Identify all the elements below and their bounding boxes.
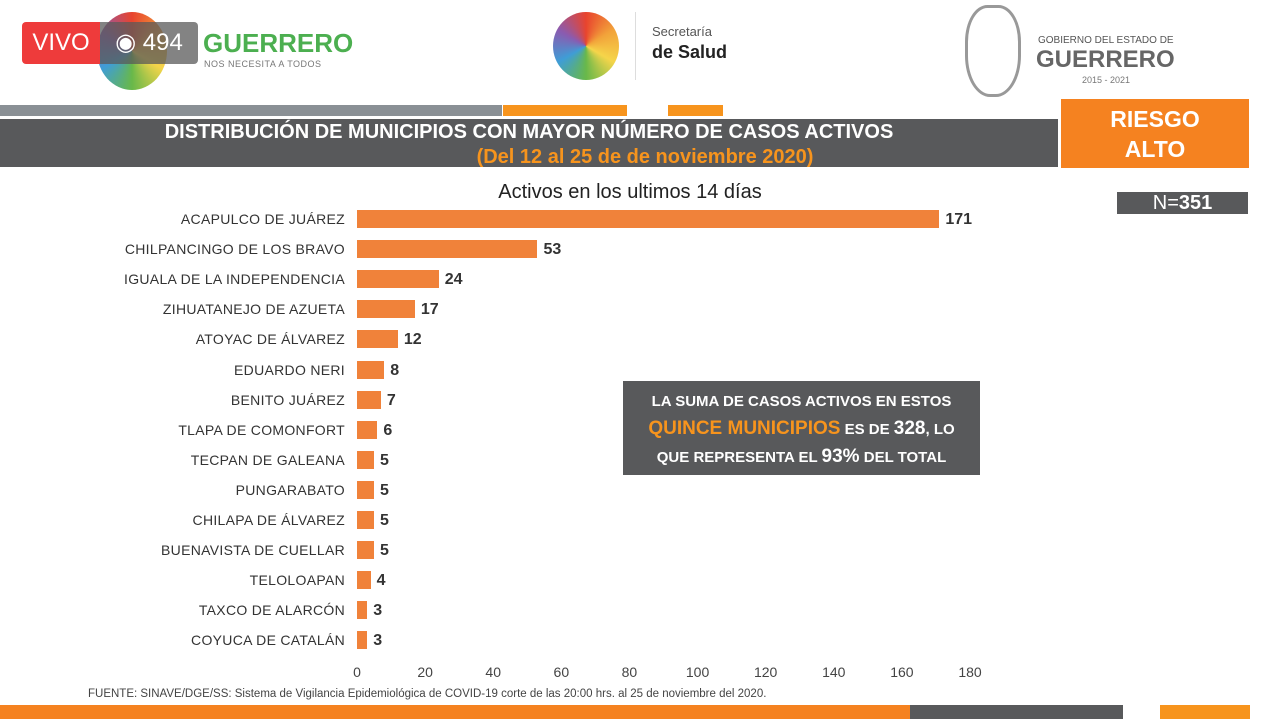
data-label: 171 xyxy=(945,211,973,228)
summary-highlight: QUINCE MUNICIPIOS xyxy=(648,418,841,439)
gobierno-years: 2015 - 2021 xyxy=(1082,75,1131,85)
viewer-count-value: 494 xyxy=(142,29,183,56)
summary-line2: QUINCE MUNICIPIOS ES DE 328, LO xyxy=(623,415,980,443)
bar xyxy=(357,270,439,289)
summary-text: QUE REPRESENTA EL xyxy=(656,449,822,466)
gobierno-guerrero: GUERRERO xyxy=(1036,46,1175,73)
summary-line1: LA SUMA DE CASOS ACTIVOS EN ESTOS xyxy=(651,393,952,410)
data-label: 5 xyxy=(380,542,389,560)
category-label: IGUALA DE LA INDEPENDENCIA xyxy=(124,271,345,288)
data-label: 5 xyxy=(380,451,389,469)
category-label: PUNGARABATO xyxy=(235,481,345,498)
x-tick-label: 40 xyxy=(485,664,502,680)
x-tick-label: 0 xyxy=(353,664,361,680)
x-tick-label: 120 xyxy=(753,664,778,680)
category-label: EDUARDO NERI xyxy=(234,361,345,378)
summary-box: LA SUMA DE CASOS ACTIVOS EN ESTOS QUINCE… xyxy=(623,381,980,475)
bar xyxy=(357,420,378,439)
bar xyxy=(357,511,375,529)
page-title: DISTRIBUCIÓN DE MUNICIPIOS CON MAYOR NÚM… xyxy=(164,121,894,143)
decor-bar xyxy=(668,105,723,116)
eye-icon: ◉ xyxy=(115,29,143,56)
risk-badge: RIESGO ALTO xyxy=(1061,99,1249,168)
decor-bar xyxy=(0,105,502,116)
bar xyxy=(357,601,368,620)
chart-title: Activos en los ultimos 14 días xyxy=(498,181,762,203)
title-bar xyxy=(0,119,1058,167)
viewer-count: ◉ 494 xyxy=(100,22,198,64)
category-label: BENITO JUÁREZ xyxy=(230,391,345,408)
bar xyxy=(357,240,538,259)
secretaria-text: Secretaría xyxy=(652,24,712,39)
category-label: TLAPA DE COMONFORT xyxy=(178,421,345,438)
category-label: CHILAPA DE ÁLVAREZ xyxy=(192,512,345,528)
category-label: TECPAN DE GALEANA xyxy=(190,451,345,468)
category-label: COYUCA DE CATALÁN xyxy=(191,632,345,649)
data-label: 7 xyxy=(386,391,396,409)
x-tick-label: 20 xyxy=(417,664,433,680)
category-label: CHILPANCINGO DE LOS BRAVO xyxy=(124,241,345,258)
divider xyxy=(635,12,636,80)
bar xyxy=(357,330,398,349)
summary-text: ES DE xyxy=(840,421,894,438)
x-tick-label: 100 xyxy=(685,664,710,680)
n-prefix: N= xyxy=(1152,192,1179,214)
category-label: BUENAVISTA DE CUELLAR xyxy=(161,542,345,559)
risk-line2: ALTO xyxy=(1124,136,1186,162)
bar xyxy=(357,210,940,228)
risk-line1: RIESGO xyxy=(1110,106,1200,132)
salud-text: de Salud xyxy=(652,42,728,62)
data-label: 6 xyxy=(383,421,393,439)
brand-name: GUERRERO xyxy=(203,28,354,58)
decor-bar xyxy=(0,705,910,719)
gobierno-text: GOBIERNO DEL ESTADO DE xyxy=(1038,35,1174,46)
data-label: 12 xyxy=(403,331,422,349)
data-label: 17 xyxy=(420,301,439,319)
category-label: TAXCO DE ALARCÓN xyxy=(198,602,345,619)
summary-percent: 93% xyxy=(821,446,860,467)
page-subtitle: (Del 12 al 25 de de noviembre 2020) xyxy=(476,146,814,168)
x-tick-label: 80 xyxy=(621,664,638,680)
bar xyxy=(357,571,371,590)
data-label: 3 xyxy=(373,632,383,650)
data-label: 24 xyxy=(444,271,463,289)
x-tick-label: 140 xyxy=(822,664,846,680)
category-label: ATOYAC DE ÁLVAREZ xyxy=(195,331,345,348)
data-label: 4 xyxy=(376,572,386,590)
bar xyxy=(357,541,375,560)
state-seal-icon xyxy=(965,5,1021,97)
bar xyxy=(357,480,375,499)
category-label: TELOLOAPAN xyxy=(249,572,345,589)
data-label: 3 xyxy=(373,602,383,620)
decor-bar xyxy=(910,705,1123,719)
data-label: 5 xyxy=(380,512,389,529)
n-badge: N=351 xyxy=(1117,192,1248,214)
decor-bar xyxy=(503,105,627,116)
data-label: 8 xyxy=(390,361,400,379)
data-label: 53 xyxy=(543,241,562,259)
x-tick-label: 160 xyxy=(890,664,914,680)
category-label: ZIHUATANEJO DE AZUETA xyxy=(162,301,345,318)
salud-logo xyxy=(553,12,619,80)
bar xyxy=(357,360,385,379)
bar xyxy=(357,390,381,409)
summary-total: 328 xyxy=(893,418,926,439)
brand-tagline: NOS NECESITA A TODOS xyxy=(204,59,322,69)
x-tick-label: 180 xyxy=(958,664,982,680)
n-value: 351 xyxy=(1178,192,1213,214)
bar xyxy=(357,450,375,469)
live-badge: VIVO xyxy=(22,22,100,64)
summary-text: , LO xyxy=(925,421,955,438)
summary-line3: QUE REPRESENTA EL 93% DEL TOTAL xyxy=(623,443,980,471)
decor-bar xyxy=(1160,705,1250,719)
bar xyxy=(357,300,415,319)
bar xyxy=(357,631,368,650)
x-tick-label: 60 xyxy=(553,664,570,680)
summary-text: DEL TOTAL xyxy=(859,449,947,466)
data-label: 5 xyxy=(380,481,389,499)
category-label: ACAPULCO DE JUÁREZ xyxy=(180,211,345,227)
source-note: FUENTE: SINAVE/DGE/SS: Sistema de Vigila… xyxy=(88,688,767,700)
